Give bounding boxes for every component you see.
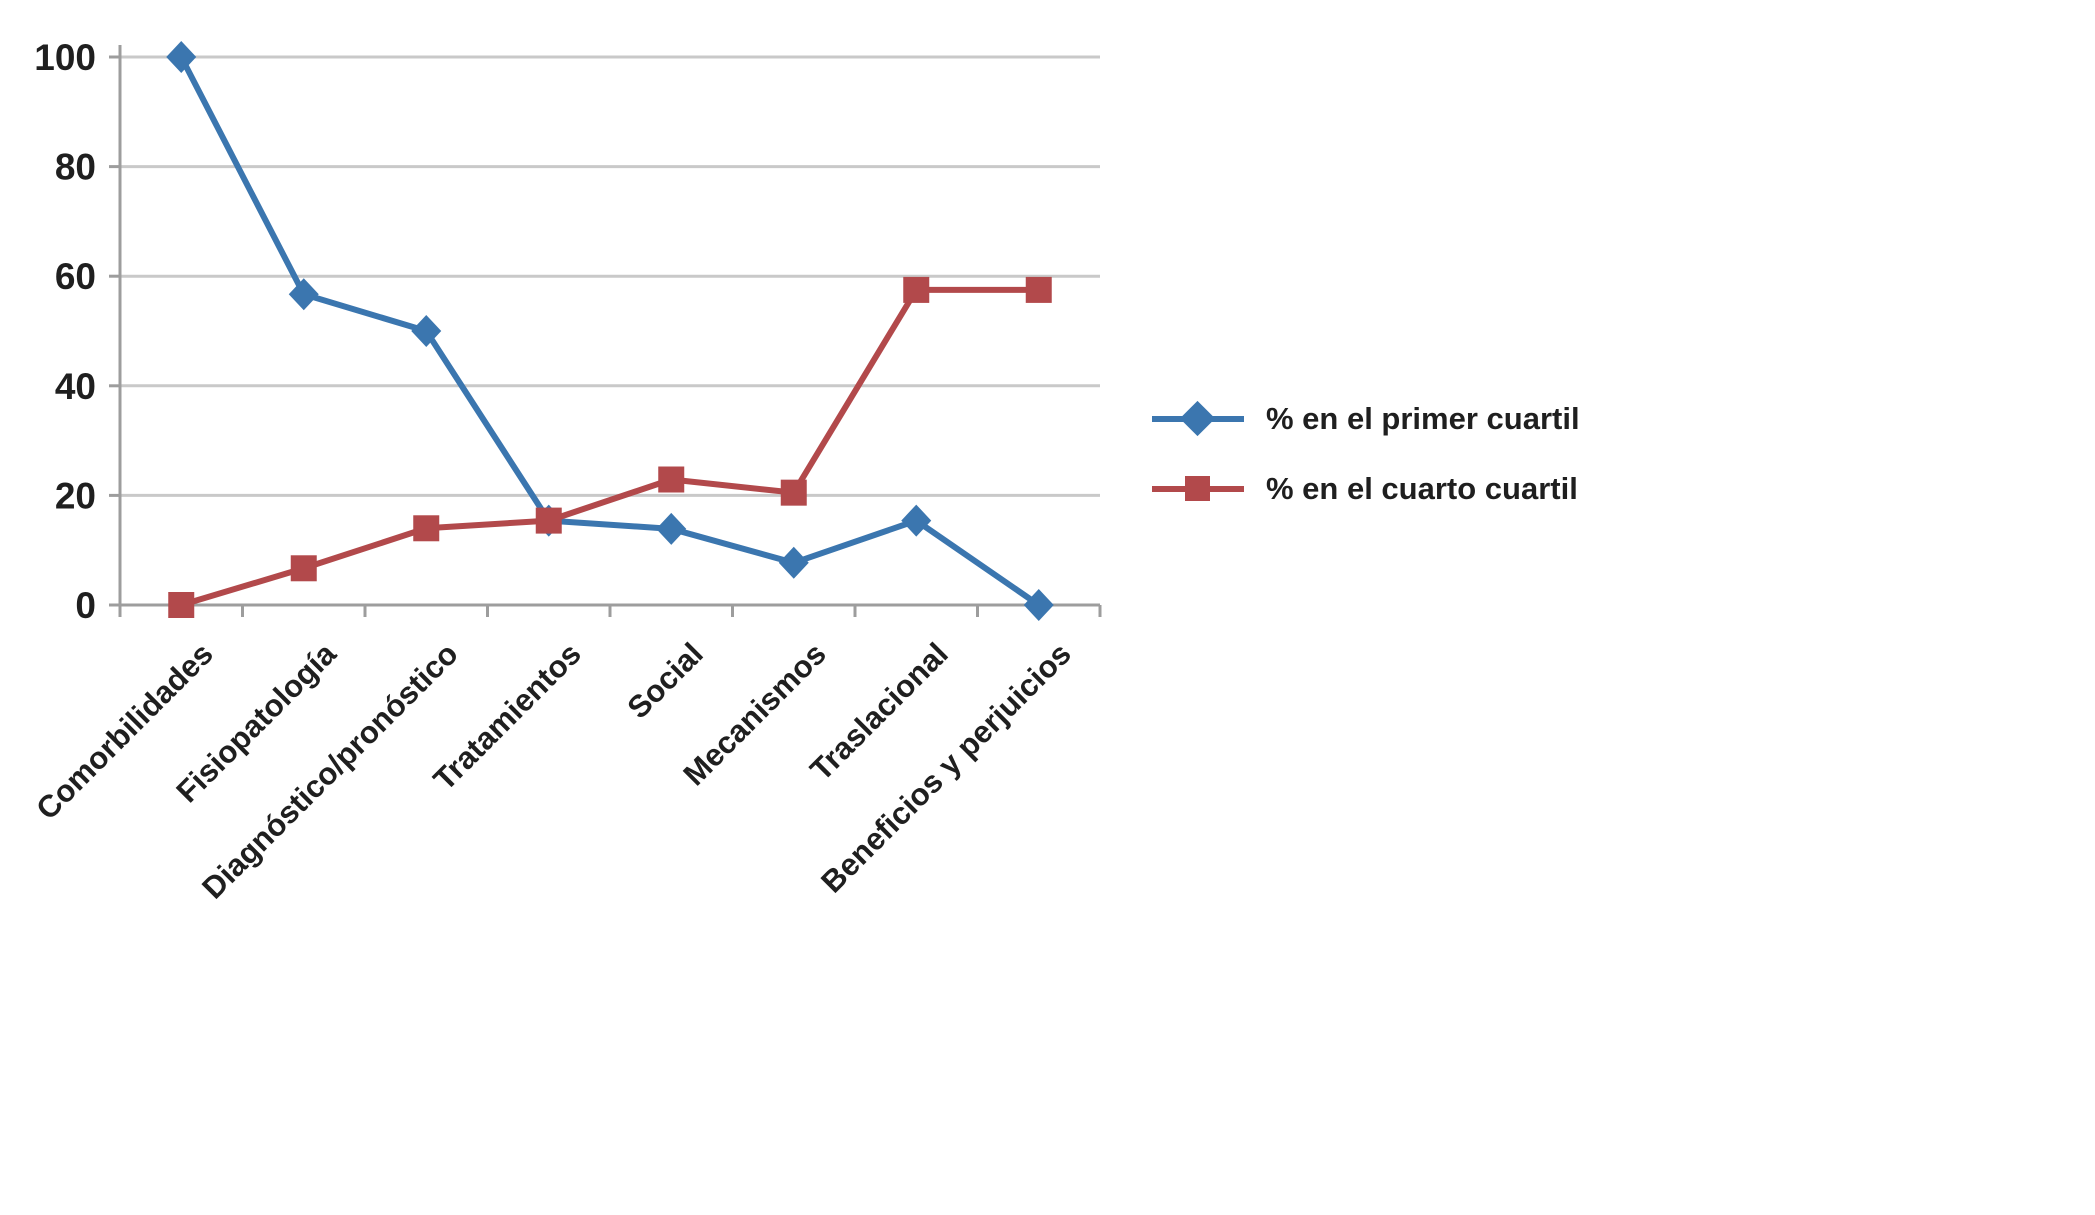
series-line bbox=[178, 286, 1042, 608]
legend-entry-primer-cuartil: % en el primer cuartil bbox=[1152, 400, 1580, 437]
legend-label-primer-cuartil: % en el primer cuartil bbox=[1266, 401, 1580, 436]
diamond-data-point bbox=[656, 512, 687, 545]
square-data-point bbox=[780, 479, 807, 506]
legend-entry-cuarto-cuartil: % en el cuarto cuartil bbox=[1152, 471, 1580, 506]
diamond-data-point bbox=[901, 504, 932, 537]
y-axis-tick-label: 60 bbox=[55, 256, 96, 297]
diamond-data-point bbox=[288, 278, 319, 311]
diamond-data-point bbox=[778, 546, 809, 579]
series-line bbox=[178, 54, 1042, 608]
square-data-point bbox=[168, 592, 195, 618]
square-data-point bbox=[1025, 276, 1052, 303]
legend-label-cuarto-cuartil: % en el cuarto cuartil bbox=[1266, 471, 1578, 506]
diamond-marker-icon bbox=[1179, 400, 1216, 437]
y-axis-tick-label: 40 bbox=[55, 366, 96, 407]
chart-legend: % en el primer cuartil % en el cuarto cu… bbox=[1152, 400, 1580, 506]
legend-square-marker-icon bbox=[1152, 474, 1244, 504]
legend-diamond-marker-icon bbox=[1152, 400, 1244, 437]
diamond-data-point bbox=[1023, 589, 1054, 621]
square-data-point bbox=[903, 276, 930, 303]
square-data-point bbox=[535, 507, 562, 534]
square-marker-icon bbox=[1185, 476, 1210, 501]
y-axis-tick-label: 0 bbox=[75, 585, 96, 626]
square-data-point bbox=[290, 555, 317, 582]
diamond-data-point bbox=[411, 315, 442, 347]
y-axis-tick-label: 100 bbox=[34, 37, 96, 78]
square-data-point bbox=[413, 515, 440, 542]
diamond-data-point bbox=[166, 41, 197, 73]
y-axis-tick-label: 80 bbox=[55, 147, 96, 188]
y-axis-tick-label: 20 bbox=[55, 475, 96, 516]
square-data-point bbox=[658, 466, 685, 493]
